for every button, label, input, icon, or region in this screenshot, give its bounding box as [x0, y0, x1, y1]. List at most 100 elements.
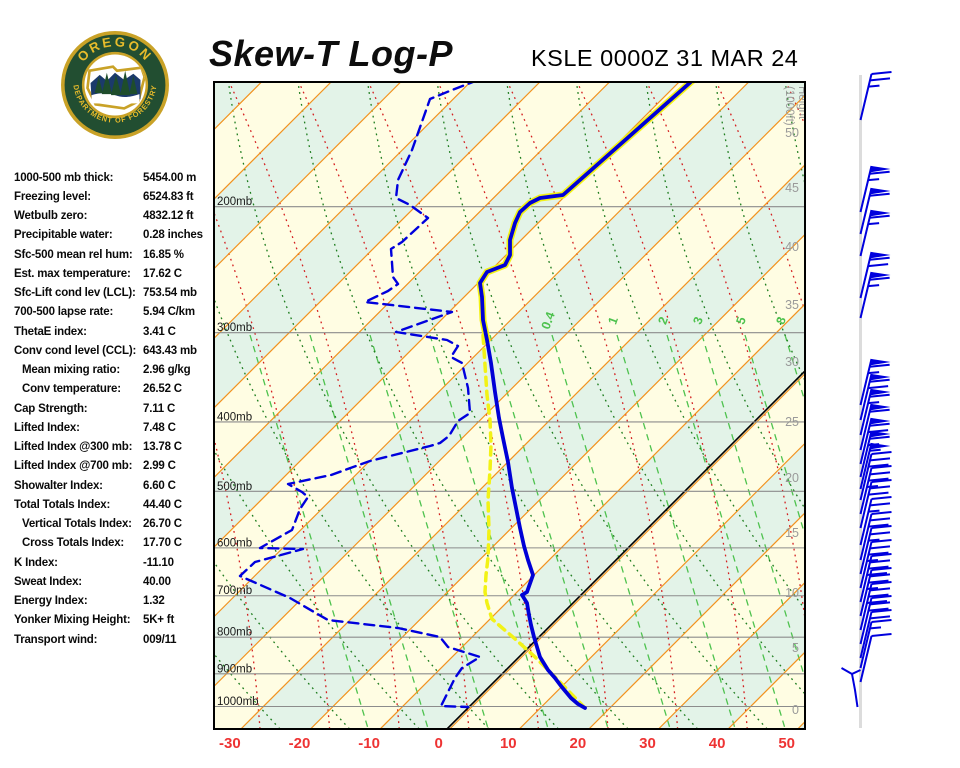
svg-text:10: 10	[500, 735, 517, 752]
svg-text:30: 30	[785, 355, 799, 369]
svg-text:1: 1	[605, 315, 621, 326]
wind-barb	[859, 465, 892, 515]
stat-value: 6.60 C	[143, 479, 176, 492]
wind-barb	[859, 165, 891, 213]
wind-barb	[859, 479, 892, 529]
wind-barb	[859, 358, 891, 406]
svg-text:25: 25	[785, 415, 799, 429]
wind-barb	[859, 209, 891, 257]
stat-row: Lifted Index @700 mb: 2.99 C	[14, 457, 214, 476]
stat-row: Sfc-Lift cond lev (LCL): 753.54 mb	[14, 284, 214, 303]
stat-value: -11.10	[143, 556, 174, 569]
svg-text:-10: -10	[358, 735, 380, 752]
svg-text:-30: -30	[219, 735, 241, 752]
svg-text:600mb: 600mb	[217, 537, 252, 549]
stat-value: 753.54 mb	[143, 287, 197, 300]
stat-value: 7.48 C	[143, 421, 176, 434]
stat-label: Lifted Index @300 mb:	[14, 441, 133, 454]
stat-row: Showalter Index: 6.60 C	[14, 476, 214, 495]
stats-panel: 1000-500 mb thick: 5454.00 m Freezing leve…	[14, 168, 214, 649]
stat-label: Freezing level:	[14, 190, 91, 203]
stat-row: Vertical Totals Index: 26.70 C	[14, 515, 214, 534]
height-axis-units: (1000ft)	[783, 86, 795, 126]
wind-barb	[859, 595, 892, 645]
x-axis-labels: -30 -20 -10 0 10 20 30 40 50	[219, 735, 795, 752]
logo-river	[91, 93, 140, 104]
stat-row: 700-500 lapse rate: 5.94 C/km	[14, 303, 214, 322]
stat-row: Precipitable water: 0.28 inches	[14, 226, 214, 245]
svg-text:500mb: 500mb	[217, 481, 252, 493]
logo-scene	[86, 65, 146, 110]
stat-value: 13.78 C	[143, 441, 182, 454]
svg-text:50: 50	[785, 126, 799, 140]
wind-barb	[859, 511, 892, 561]
page-title: Skew-T Log-P	[209, 33, 454, 74]
stat-label: Cross Totals Index:	[22, 537, 125, 550]
stat-value: 44.40 C	[143, 498, 182, 511]
stat-value: 009/11	[143, 633, 177, 646]
stat-value: 5.94 C/km	[143, 306, 195, 319]
stat-value: 4832.12 ft	[143, 210, 194, 223]
reference-line	[446, 370, 805, 729]
temperature-trace	[478, 82, 694, 710]
wind-barb	[841, 667, 861, 708]
svg-text:3: 3	[690, 315, 706, 326]
stat-row: Est. max temperature: 17.62 C	[14, 264, 214, 283]
stat-label: Precipitable water:	[14, 229, 113, 242]
moist-adiabats	[214, 82, 805, 729]
stat-value: 2.96 g/kg	[143, 364, 191, 377]
svg-text:2: 2	[655, 315, 671, 326]
wind-barb	[859, 633, 892, 683]
wind-barb	[859, 373, 891, 421]
stat-label: Lifted Index @700 mb:	[14, 460, 133, 473]
stat-label: Est. max temperature:	[14, 267, 131, 280]
stat-row: Total Totals Index: 44.40 C	[14, 495, 214, 514]
pressure-lines	[214, 206, 805, 708]
stat-row: Energy Index: 1.32	[14, 592, 214, 611]
stat-row: Wetbulb zero: 4832.12 ft	[14, 207, 214, 226]
stat-label: ThetaE index:	[14, 325, 87, 338]
svg-text:5: 5	[733, 315, 749, 326]
svg-text:900mb: 900mb	[217, 663, 252, 675]
svg-text:50: 50	[778, 735, 795, 752]
wind-barb	[859, 388, 891, 436]
stat-row: Conv cond level (CCL): 643.43 mb	[14, 341, 214, 360]
wind-barb	[859, 403, 891, 451]
plot-area: 200mb 300mb 400mb 500mb 600mb 700mb 800mb 900mb…	[214, 82, 808, 729]
stat-label: Cap Strength:	[14, 402, 88, 415]
stat-row: Conv temperature: 26.52 C	[14, 380, 214, 399]
wind-barb	[859, 271, 891, 319]
stat-label: Conv cond level (CCL):	[14, 344, 137, 357]
svg-text:35: 35	[785, 298, 799, 312]
stat-row: Transport wind: 009/11	[14, 630, 214, 649]
stat-value: 5454.00 m	[143, 171, 197, 184]
stat-label: Mean mixing ratio:	[22, 364, 120, 377]
svg-text:8: 8	[773, 315, 789, 326]
mixing-ratio-labels: 0.4 1 2 3 5 8	[539, 310, 789, 331]
stat-row: Sfc-500 mean rel hum: 16.85 %	[14, 245, 214, 264]
stat-value: 16.85 %	[143, 248, 184, 261]
svg-text:20: 20	[785, 471, 799, 485]
svg-text:30: 30	[639, 735, 656, 752]
stat-value: 26.52 C	[143, 383, 182, 396]
stat-row: Yonker Mixing Height: 5K+ ft	[14, 611, 214, 630]
wind-barb	[859, 187, 891, 235]
wind-barb	[859, 71, 892, 121]
stat-label: Sfc-Lift cond lev (LCL):	[14, 287, 136, 300]
stat-label: Total Totals Index:	[14, 498, 111, 511]
stat-value: 40.00	[143, 575, 171, 588]
stat-label: Conv temperature:	[22, 383, 121, 396]
stat-value: 5K+ ft	[143, 614, 175, 627]
stat-label: 1000-500 mb thick:	[14, 171, 114, 184]
stat-value: 17.62 C	[143, 267, 182, 280]
stat-row: Cross Totals Index: 17.70 C	[14, 534, 214, 553]
height-axis-title: Height	[796, 86, 808, 120]
stat-label: Energy Index:	[14, 595, 88, 608]
stat-label: Lifted Index:	[14, 421, 80, 434]
stat-row: Cap Strength: 7.11 C	[14, 399, 214, 418]
stat-value: 26.70 C	[143, 518, 182, 531]
pressure-labels: 200mb 300mb 400mb 500mb 600mb 700mb 800mb 900mb…	[217, 196, 259, 708]
stat-row: Mean mixing ratio: 2.96 g/kg	[14, 361, 214, 380]
